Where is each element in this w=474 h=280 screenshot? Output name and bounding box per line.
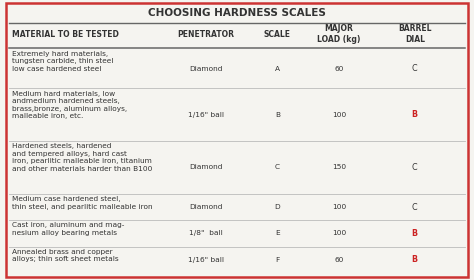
Text: 150: 150 (332, 164, 346, 171)
Text: B: B (275, 112, 280, 118)
Text: SCALE: SCALE (264, 30, 291, 39)
Text: 1/16" ball: 1/16" ball (188, 257, 224, 263)
Text: 100: 100 (332, 230, 346, 236)
Text: C: C (412, 202, 418, 211)
Text: 60: 60 (334, 257, 344, 263)
Text: MAJOR
LOAD (kg): MAJOR LOAD (kg) (317, 24, 361, 44)
Text: B: B (412, 229, 418, 238)
Text: 1/16" ball: 1/16" ball (188, 112, 224, 118)
Text: B: B (412, 255, 418, 264)
Text: F: F (275, 257, 279, 263)
Text: D: D (274, 204, 280, 210)
Text: Medium case hardened steel,
thin steel, and pearlitic malleable iron: Medium case hardened steel, thin steel, … (12, 196, 153, 210)
Text: E: E (275, 230, 280, 236)
FancyBboxPatch shape (6, 3, 468, 277)
Text: Diamond: Diamond (190, 164, 223, 171)
Text: 100: 100 (332, 204, 346, 210)
Text: Diamond: Diamond (190, 204, 223, 210)
Text: C: C (412, 163, 418, 172)
Text: 60: 60 (334, 66, 344, 71)
Text: Extremely hard materials,
tungsten carbide, thin steel
low case hardened steel: Extremely hard materials, tungsten carbi… (12, 51, 113, 72)
Text: Diamond: Diamond (190, 66, 223, 71)
Text: PENETRATOR: PENETRATOR (178, 30, 235, 39)
Text: B: B (412, 110, 418, 119)
Text: A: A (275, 66, 280, 71)
Text: Cast iron, aluminum and mag-
nesium alloy bearing metals: Cast iron, aluminum and mag- nesium allo… (12, 223, 124, 236)
Text: 1/8"  ball: 1/8" ball (189, 230, 223, 236)
Text: Hardened steels, hardened
and tempered alloys, hard cast
iron, pearlitic malleab: Hardened steels, hardened and tempered a… (12, 143, 152, 172)
Text: 100: 100 (332, 112, 346, 118)
Text: C: C (412, 64, 418, 73)
Text: C: C (275, 164, 280, 171)
Text: CHOOSING HARDNESS SCALES: CHOOSING HARDNESS SCALES (148, 8, 326, 18)
Text: Medium hard materials, low
andmedium hardened steels,
brass,bronze, aluminum all: Medium hard materials, low andmedium har… (12, 90, 127, 119)
Text: MATERIAL TO BE TESTED: MATERIAL TO BE TESTED (12, 30, 118, 39)
Text: Annealed brass and copper
alloys; thin soft sheet metals: Annealed brass and copper alloys; thin s… (12, 249, 118, 262)
Text: BARREL
DIAL: BARREL DIAL (398, 24, 431, 44)
